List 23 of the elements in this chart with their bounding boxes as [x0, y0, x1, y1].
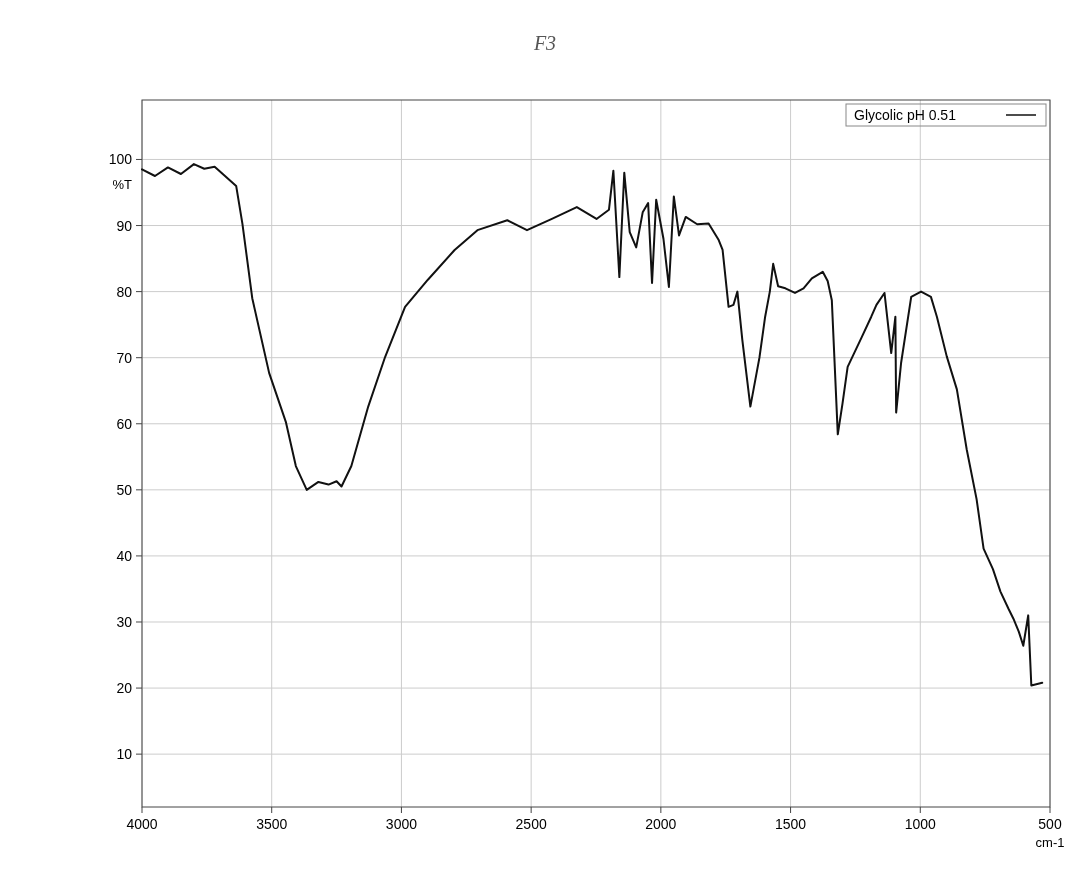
- y-tick-label: 90: [116, 217, 133, 234]
- x-tick-label: 1500: [774, 816, 807, 832]
- y-tick-label: 70: [116, 349, 133, 366]
- x-tick-label: 500: [1038, 816, 1062, 832]
- line-series: [141, 163, 1044, 687]
- y-axis-title: %T: [112, 177, 133, 193]
- y-tick-label: 40: [116, 547, 133, 564]
- x-tick-label: 1000: [904, 816, 937, 832]
- y-tick-label: 30: [116, 613, 133, 630]
- legend: Glycolic pH 0.51: [845, 103, 1047, 127]
- x-tick-label: 3500: [256, 816, 288, 832]
- x-axis-title: cm-1: [1035, 835, 1065, 850]
- y-tick-label: 50: [116, 481, 133, 498]
- x-tick-label: 2500: [515, 816, 547, 832]
- y-tick-label: 60: [116, 415, 133, 432]
- y-tick-label: 100: [108, 151, 133, 168]
- chart-title: F3: [532, 32, 557, 54]
- y-tick-label: 10: [116, 746, 133, 763]
- y-tick-label: 20: [116, 680, 133, 697]
- x-tick-label: 2000: [645, 816, 677, 832]
- x-tick-label: 3000: [385, 816, 418, 832]
- y-tick-label: 80: [116, 283, 133, 300]
- x-tick-label: 4000: [126, 816, 158, 832]
